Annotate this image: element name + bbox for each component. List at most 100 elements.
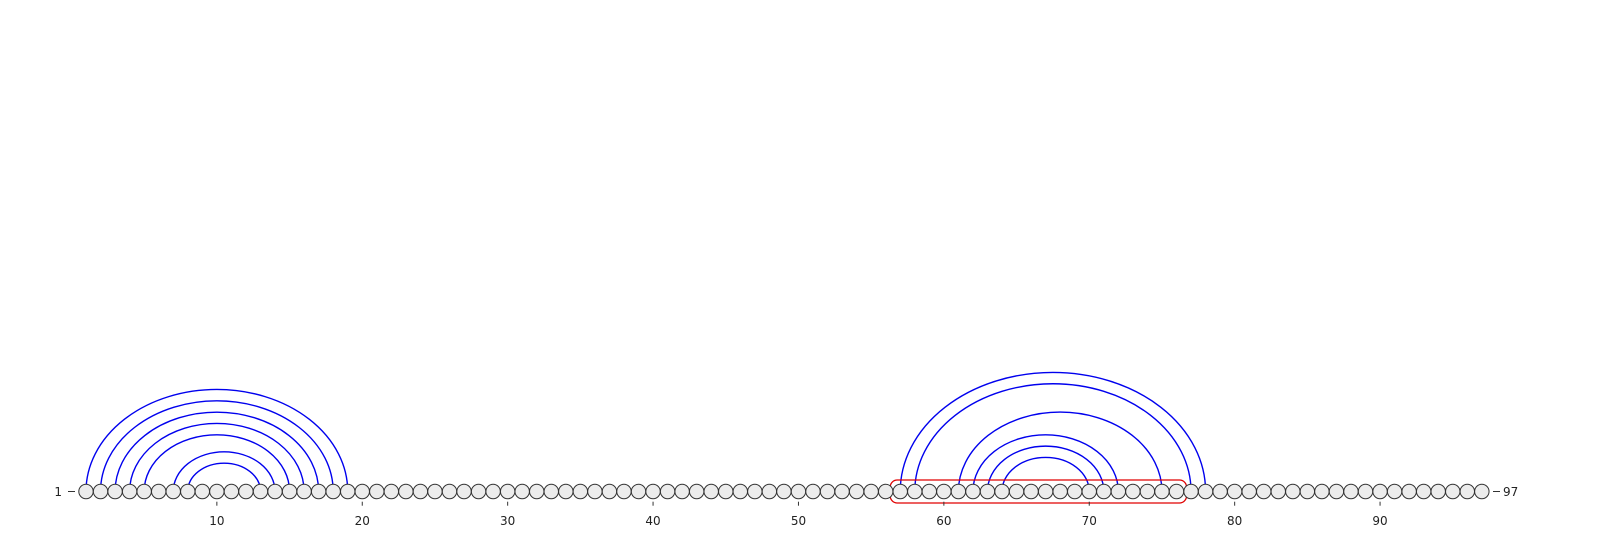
node-3 (107, 483, 123, 500)
node-41 (659, 483, 676, 500)
node-74 (1139, 483, 1156, 500)
node-93 (1415, 483, 1432, 500)
node-53 (834, 483, 850, 500)
arcs-layer (85, 371, 1207, 492)
x-tick-label-70: 70 (1082, 514, 1097, 528)
node-9 (194, 483, 211, 500)
node-23 (398, 483, 414, 500)
node-16 (296, 483, 312, 500)
x-tick-label-80: 80 (1227, 514, 1242, 528)
node-76 (1168, 483, 1185, 500)
node-47 (747, 483, 763, 500)
node-22 (383, 483, 400, 500)
node-50 (790, 483, 807, 500)
node-88 (1343, 483, 1359, 500)
arc-7-14 (172, 451, 276, 492)
arc-8-13 (187, 462, 262, 492)
arc-1-19 (85, 388, 349, 492)
node-17 (310, 483, 327, 500)
x-tick-label-20: 20 (355, 514, 370, 528)
x-tick-label-30: 30 (500, 514, 515, 528)
node-15 (281, 483, 298, 500)
arc-2-18 (99, 400, 334, 492)
node-25 (427, 483, 443, 500)
node-18 (325, 483, 341, 500)
node-82 (1256, 483, 1272, 500)
arc-4-16 (128, 422, 305, 492)
node-19 (340, 483, 356, 500)
node-94 (1430, 483, 1446, 500)
node-71 (1096, 483, 1112, 500)
node-31 (514, 483, 530, 500)
node-8 (180, 483, 196, 500)
node-43 (688, 483, 705, 500)
arc-64-70 (1001, 456, 1090, 492)
node-84 (1285, 483, 1301, 500)
node-58 (907, 483, 923, 500)
node-92 (1401, 483, 1417, 500)
node-97 (1474, 483, 1490, 500)
node-60 (936, 483, 952, 500)
node-95 (1445, 483, 1461, 500)
node-42 (674, 483, 690, 500)
arc-5-15 (143, 434, 291, 492)
node-21 (369, 483, 385, 500)
node-75 (1154, 483, 1170, 500)
node-79 (1212, 483, 1228, 500)
node-67 (1037, 483, 1054, 500)
node-56 (878, 483, 894, 500)
node-62 (965, 483, 981, 500)
node-59 (921, 483, 938, 500)
node-55 (863, 483, 879, 500)
node-13 (252, 483, 269, 500)
node-85 (1299, 483, 1316, 500)
node-81 (1241, 483, 1257, 500)
arc-61-75 (957, 411, 1163, 492)
node-61 (950, 483, 967, 500)
node-86 (1314, 483, 1330, 500)
node-40 (645, 483, 661, 500)
node-7 (165, 483, 181, 500)
node-35 (572, 483, 589, 500)
node-45 (718, 483, 734, 500)
x-axis: 10 20 30 40 50 60 70 80 90 (209, 501, 1388, 528)
node-5 (136, 483, 152, 500)
end-label: 97 (1503, 485, 1518, 499)
node-78 (1197, 483, 1214, 500)
node-26 (441, 483, 458, 500)
node-91 (1386, 483, 1403, 500)
node-54 (848, 483, 865, 500)
node-49 (776, 483, 792, 500)
node-77 (1183, 483, 1199, 500)
x-tick-label-40: 40 (645, 514, 660, 528)
node-36 (587, 483, 603, 500)
node-39 (630, 483, 647, 500)
node-66 (1023, 483, 1039, 500)
node-29 (485, 483, 501, 500)
node-11 (223, 483, 240, 500)
node-44 (703, 483, 719, 500)
node-70 (1081, 483, 1097, 500)
arc-62-72 (972, 434, 1120, 492)
arc-3-17 (114, 411, 320, 492)
nodes-layer (78, 483, 1490, 500)
node-38 (616, 483, 632, 500)
node-46 (732, 483, 748, 500)
node-96 (1459, 483, 1476, 500)
node-28 (470, 483, 487, 500)
node-63 (979, 483, 996, 500)
node-33 (543, 483, 559, 500)
node-20 (354, 483, 370, 500)
node-72 (1110, 483, 1127, 500)
node-51 (805, 483, 821, 500)
node-2 (92, 483, 109, 500)
node-14 (267, 483, 283, 500)
node-83 (1270, 483, 1286, 500)
node-10 (209, 483, 225, 500)
node-34 (558, 483, 574, 500)
node-65 (1008, 483, 1025, 500)
x-tick-label-10: 10 (209, 514, 224, 528)
node-12 (238, 483, 254, 500)
node-69 (1067, 483, 1083, 500)
node-87 (1328, 483, 1345, 500)
